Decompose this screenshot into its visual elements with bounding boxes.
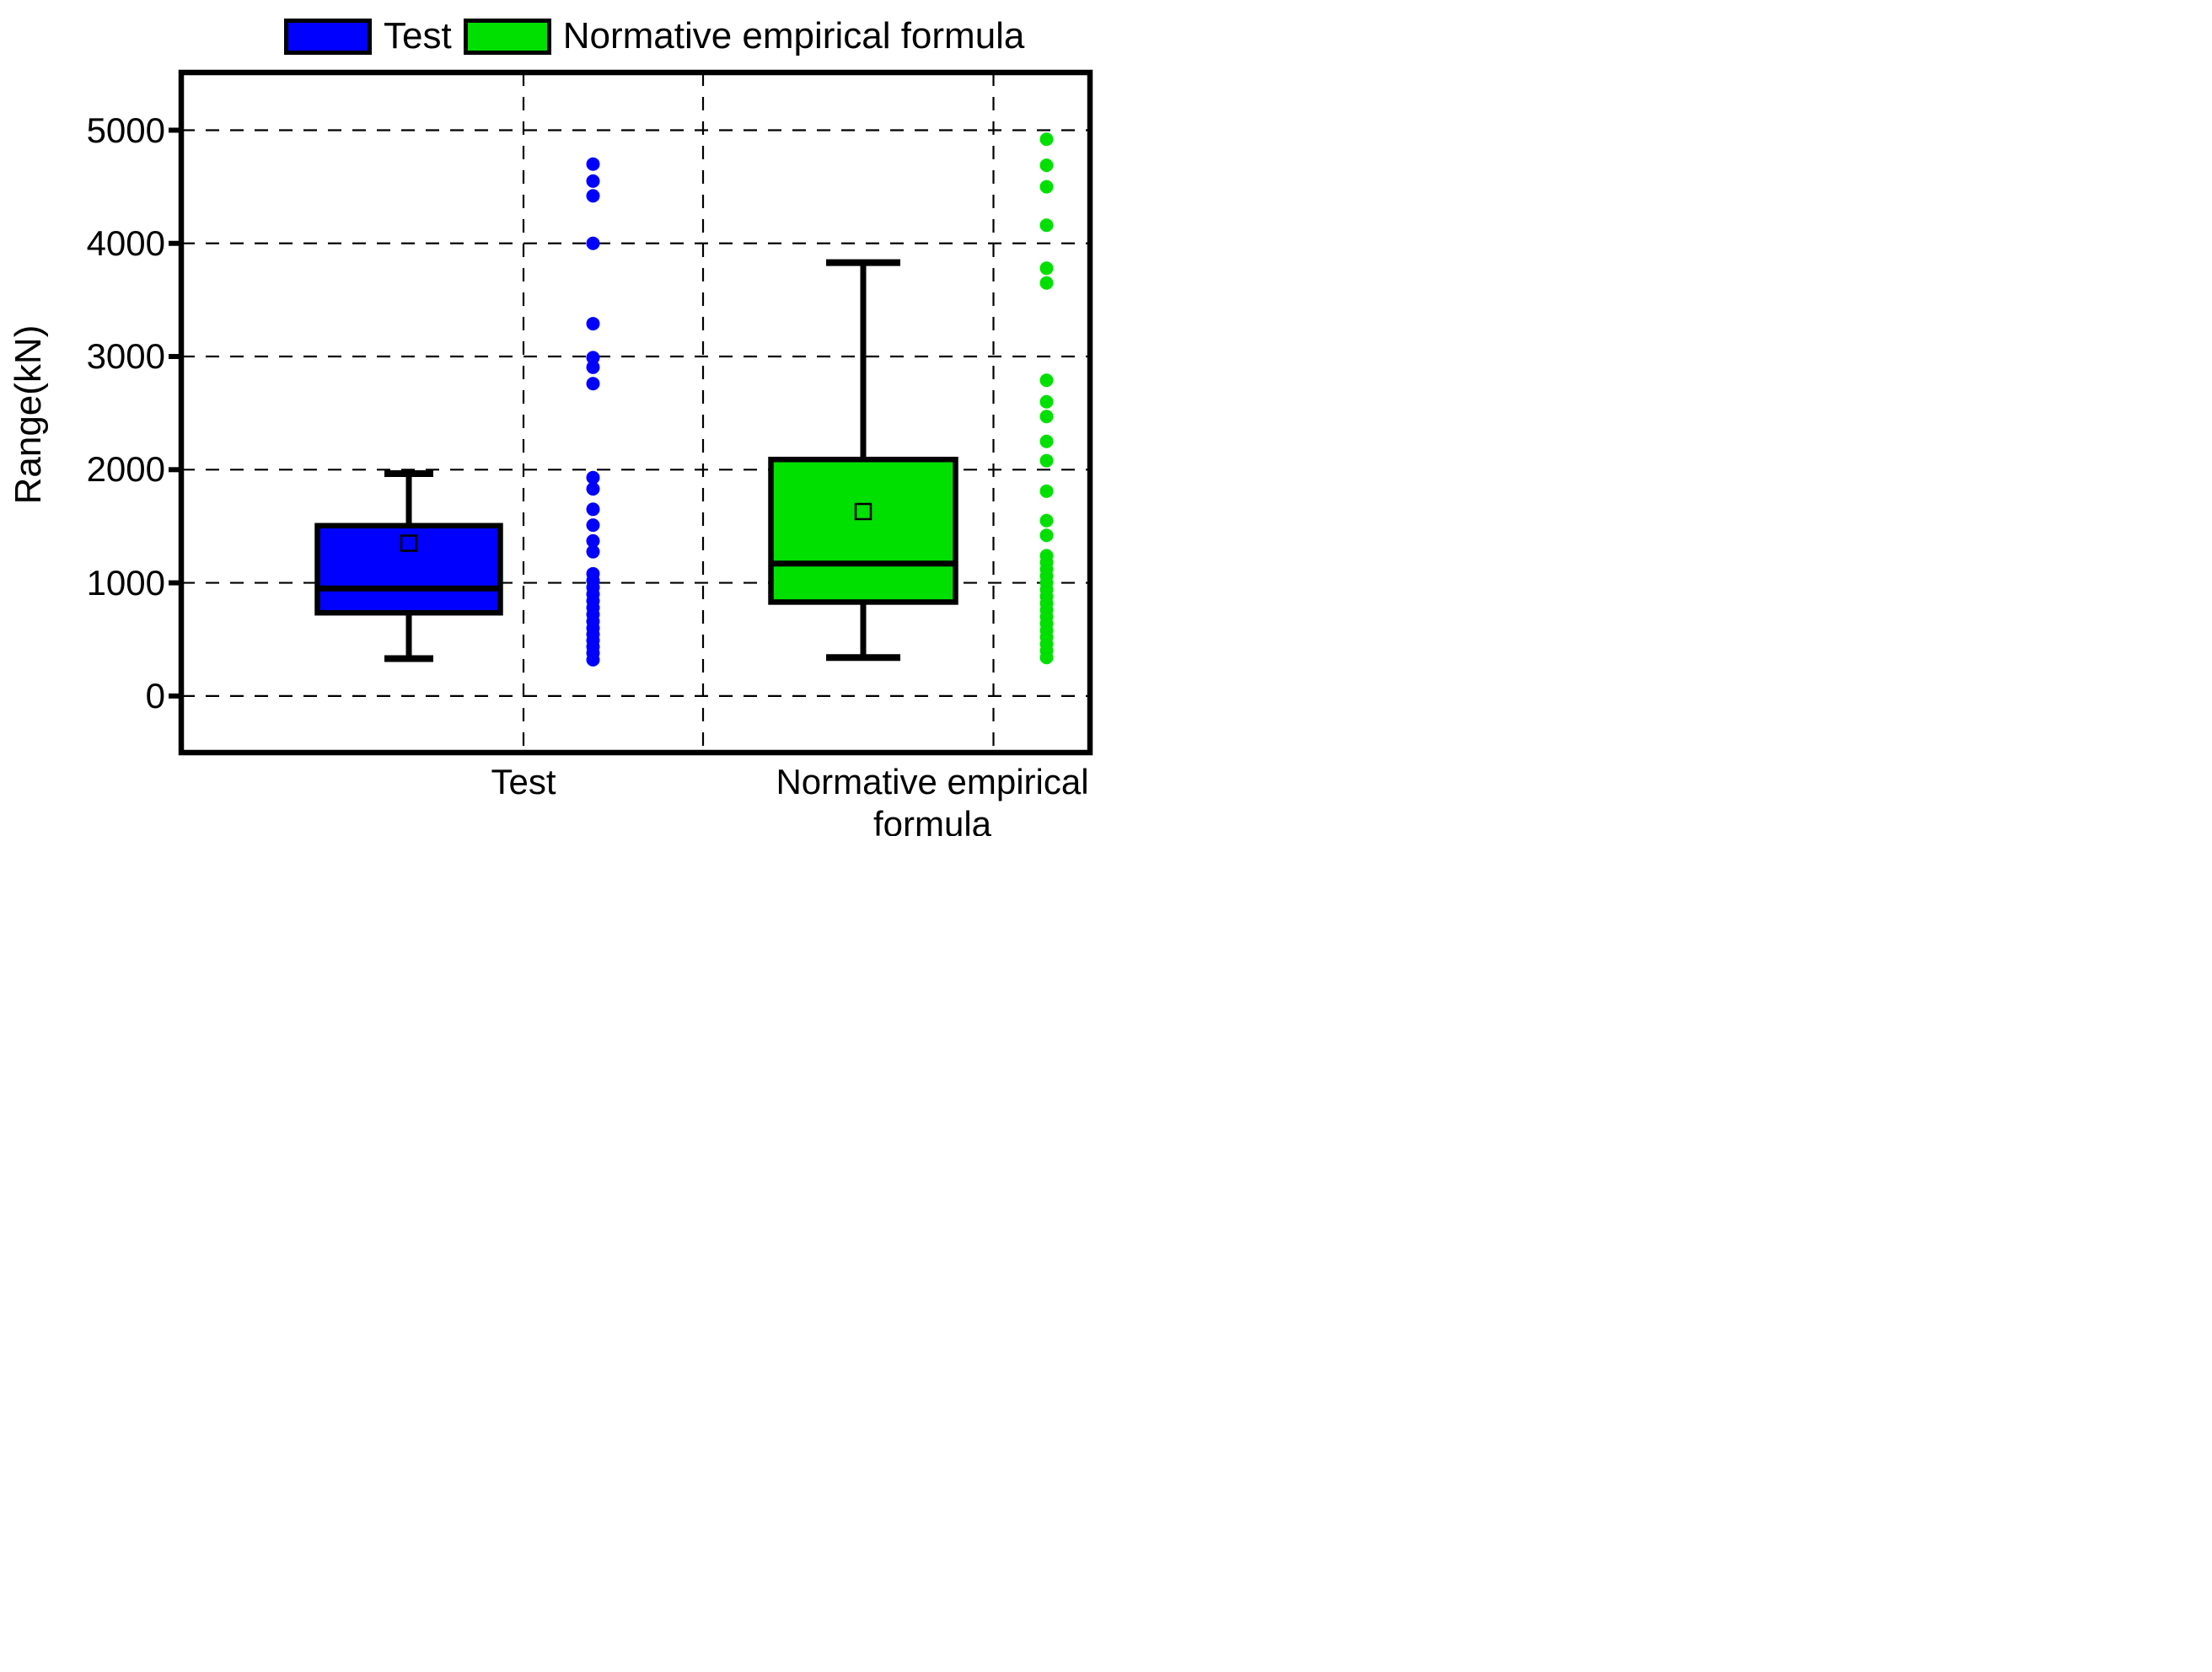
data-point-1 [1039, 261, 1054, 276]
data-point-1 [1039, 453, 1054, 468]
legend-swatch-test [284, 18, 372, 55]
data-point-0 [586, 533, 600, 548]
data-point-1 [1039, 410, 1054, 424]
legend-swatch-normative [463, 18, 551, 55]
ytick-5000: 5000 [86, 110, 165, 150]
data-point-1 [1039, 394, 1054, 409]
data-point-1 [1039, 158, 1054, 173]
legend-label-normative: Normative empirical formula [562, 15, 1025, 56]
data-point-0 [586, 470, 600, 485]
boxplot-figure: Test Normative empirical formula Range(k… [0, 0, 1106, 836]
x-category-normative: Normative empirical formula [776, 762, 1089, 836]
ytick-4000: 4000 [86, 223, 165, 263]
data-point-1 [1039, 434, 1054, 448]
data-point-0 [586, 377, 600, 391]
box-0 [314, 522, 503, 616]
data-point-1 [1039, 180, 1054, 194]
legend: Test Normative empirical formula [284, 15, 1024, 57]
ytick-3000: 3000 [86, 336, 165, 376]
ytick-1000: 1000 [86, 563, 165, 603]
data-point-1 [1039, 276, 1054, 290]
data-point-1 [1039, 484, 1054, 498]
data-point-1 [1039, 373, 1054, 388]
data-point-0 [586, 236, 600, 250]
data-point-1 [1039, 528, 1054, 543]
data-point-1 [1039, 651, 1054, 665]
data-point-0 [586, 482, 600, 496]
data-point-0 [586, 502, 600, 517]
data-point-0 [586, 518, 600, 533]
data-point-0 [586, 351, 600, 365]
data-point-0 [586, 157, 600, 171]
box-1 [768, 456, 958, 605]
plot-border [178, 69, 1093, 756]
data-point-1 [1039, 218, 1054, 233]
ytick-2000: 2000 [86, 449, 165, 489]
box-plot-svg [169, 69, 1093, 756]
data-point-1 [1039, 513, 1054, 528]
mean-marker-0 [400, 534, 418, 552]
data-point-0 [586, 360, 600, 374]
data-point-0 [586, 174, 600, 188]
data-point-0 [586, 317, 600, 331]
plot-background [181, 72, 1090, 753]
mean-marker-1 [854, 502, 872, 521]
x-category-test: Test [491, 762, 556, 801]
data-point-0 [586, 544, 600, 559]
data-point-0 [586, 652, 600, 667]
data-point-1 [1039, 132, 1054, 147]
legend-label-test: Test [384, 15, 452, 56]
data-point-0 [586, 189, 600, 203]
ytick-0: 0 [145, 676, 165, 715]
